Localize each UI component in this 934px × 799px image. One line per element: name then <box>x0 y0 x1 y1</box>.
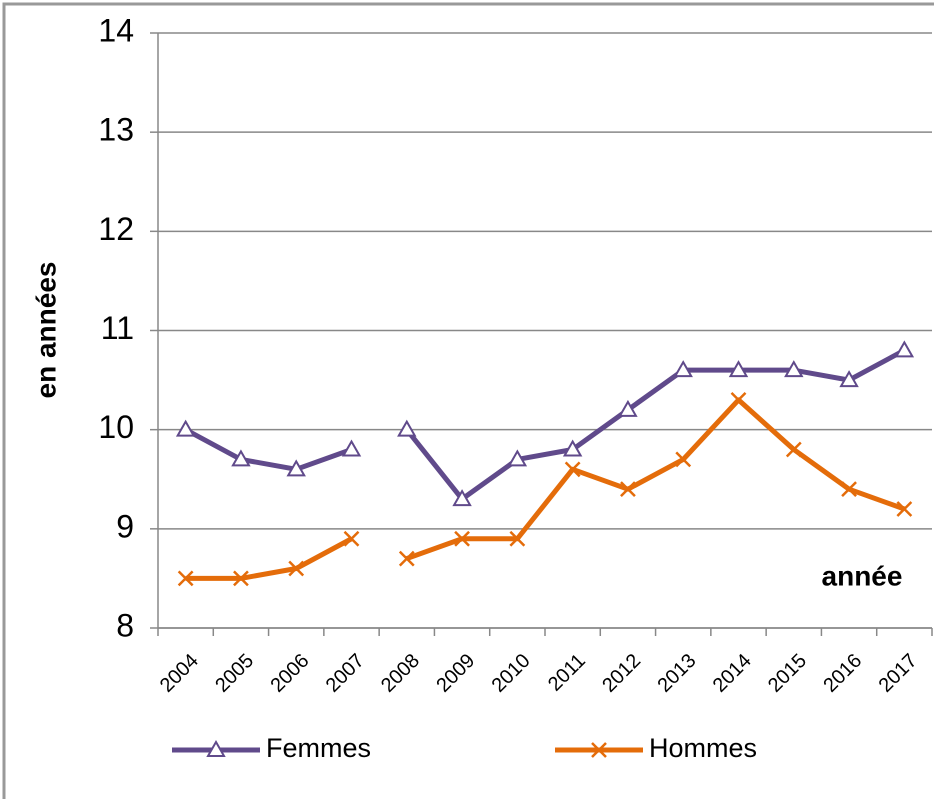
data-point <box>896 501 913 517</box>
data-point <box>398 550 415 567</box>
data-point <box>231 449 251 467</box>
x-tick-label: 2012 <box>598 650 645 697</box>
x-tick-label: 2017 <box>875 650 922 697</box>
legend-marker <box>206 739 226 757</box>
data-point <box>286 459 306 477</box>
data-point <box>673 360 693 378</box>
data-point <box>343 530 360 547</box>
x-tick-label: 2005 <box>211 650 258 697</box>
data-point <box>288 560 305 577</box>
data-point <box>728 360 749 378</box>
x-tick-label: 2016 <box>819 650 866 697</box>
x-tick-label: 2007 <box>322 650 369 697</box>
data-point <box>452 489 472 507</box>
x-tick-label: 2004 <box>156 650 203 697</box>
data-point <box>233 570 249 587</box>
data-point <box>175 419 196 437</box>
x-tick-label: 2014 <box>709 650 756 697</box>
legend-label: Femmes <box>266 733 371 763</box>
x-tick-label: 2006 <box>266 650 313 697</box>
series-line <box>185 536 353 581</box>
data-point <box>620 481 636 498</box>
legend-label: Hommes <box>649 733 757 763</box>
data-point <box>839 370 859 388</box>
data-point <box>509 530 526 547</box>
y-tick-label: 13 <box>98 112 134 148</box>
y-tick-label: 8 <box>116 607 134 643</box>
data-point <box>454 530 470 547</box>
x-tick-label: 2008 <box>377 650 424 697</box>
data-point <box>341 439 362 457</box>
data-point <box>894 340 915 358</box>
data-point <box>562 439 583 457</box>
legend-marker <box>591 742 607 758</box>
y-tick-label: 14 <box>98 12 134 48</box>
y-tick-label: 9 <box>116 508 134 544</box>
data-point <box>564 461 581 478</box>
x-tick-label: 2011 <box>544 650 590 696</box>
data-point <box>785 441 802 458</box>
x-tick-label: 2010 <box>488 650 535 697</box>
x-tick-label: 2013 <box>653 650 700 697</box>
data-point <box>618 399 638 417</box>
y-tick-label: 12 <box>98 211 134 247</box>
data-point <box>675 451 692 468</box>
x-tick-label: 2015 <box>764 650 811 697</box>
data-point <box>507 449 528 467</box>
y-tick-label: 10 <box>98 409 134 445</box>
data-point <box>841 481 857 498</box>
x-axis-label: année <box>822 560 903 591</box>
series-line <box>404 348 906 502</box>
series-line <box>184 427 353 472</box>
data-point <box>784 360 804 378</box>
data-point <box>177 570 194 587</box>
y-tick-label: 11 <box>101 310 134 346</box>
data-point <box>397 419 417 437</box>
data-point <box>730 392 747 408</box>
y-axis-label: en années <box>30 262 61 399</box>
x-tick-label: 2009 <box>432 650 479 697</box>
series-line <box>405 397 906 561</box>
